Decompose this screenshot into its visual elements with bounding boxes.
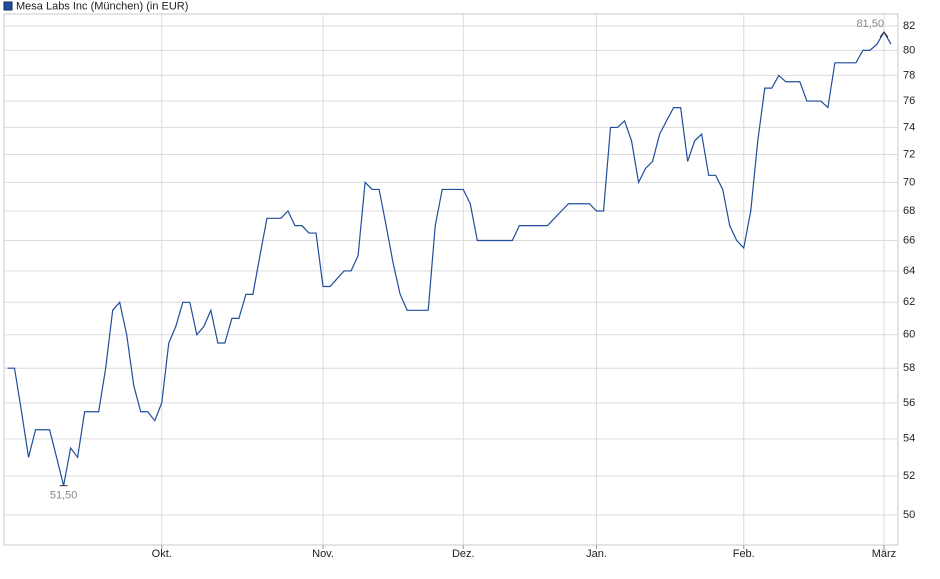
y-tick-label: 72 (903, 148, 915, 160)
y-tick-label: 58 (903, 362, 915, 374)
x-tick-label: Okt. (152, 548, 172, 560)
annotation-label: 81,50 (856, 18, 884, 30)
annotation-label: 51,50 (50, 490, 78, 502)
y-tick-label: 78 (903, 69, 915, 81)
y-tick-label: 66 (903, 234, 915, 246)
y-tick-label: 62 (903, 296, 915, 308)
y-tick-label: 56 (903, 397, 915, 409)
annotation-marker (879, 31, 889, 38)
y-tick-label: 64 (903, 265, 915, 277)
y-tick-label: 68 (903, 205, 915, 217)
x-tick-label: Dez. (452, 548, 475, 560)
y-tick-label: 50 (903, 509, 915, 521)
legend-swatch (3, 1, 13, 11)
y-tick-label: 70 (903, 176, 915, 188)
x-tick-label: Feb. (733, 548, 755, 560)
y-tick-label: 80 (903, 44, 915, 56)
legend-label: Mesa Labs Inc (München) (in EUR) (16, 0, 188, 12)
y-tick-label: 76 (903, 95, 915, 107)
plot-frame (3, 13, 899, 546)
line-series (7, 30, 892, 486)
x-tick-label: Jan. (586, 548, 607, 560)
y-tick-label: 54 (903, 433, 915, 445)
y-tick-label: 74 (903, 121, 915, 133)
y-tick-label: 60 (903, 329, 915, 341)
y-tick-label: 52 (903, 470, 915, 482)
x-tick-label: März (872, 548, 896, 560)
y-tick-label: 82 (903, 20, 915, 32)
x-tick-label: Nov. (312, 548, 334, 560)
